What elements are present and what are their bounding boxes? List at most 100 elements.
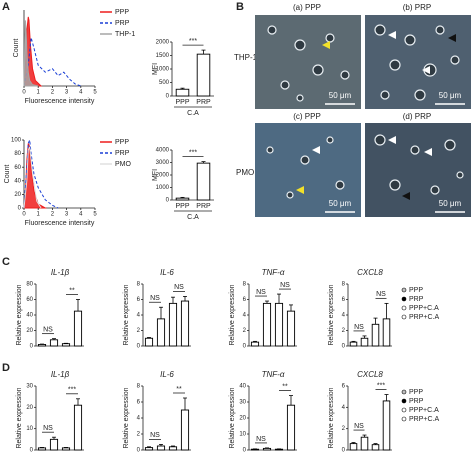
sig-label: NS <box>150 295 160 302</box>
y-tick-label: 8 <box>137 384 141 390</box>
bar <box>371 444 380 451</box>
x-axis-label: Fluorescence intensity <box>25 98 95 105</box>
y-tick-label: 20 <box>14 192 21 198</box>
x-tick-label: 5 <box>93 212 97 218</box>
x-tick-label: PRP <box>196 99 211 106</box>
y-tick-label: 2 <box>342 328 346 334</box>
y-axis-label: Relative expression <box>229 387 236 448</box>
bar <box>175 197 190 201</box>
y-tick-label: 0 <box>137 344 141 350</box>
sig-label: NS <box>256 436 266 443</box>
bar <box>180 409 190 451</box>
arrows <box>296 31 456 200</box>
y-axis-label: MFI <box>152 169 159 181</box>
bar <box>360 436 369 451</box>
bar <box>144 447 154 451</box>
x-tick-label: 0 <box>22 90 26 96</box>
bar <box>37 447 47 451</box>
y-tick-label: 2 <box>137 432 141 438</box>
y-tick-label: 0 <box>137 448 141 454</box>
scale-label: 50 μm <box>439 91 462 100</box>
bar <box>73 404 83 451</box>
y-tick-label: 80 <box>26 282 33 288</box>
x-tick-label: 1 <box>37 90 41 96</box>
y-tick-label: 2 <box>342 426 346 432</box>
y-tick-label: 500 <box>159 80 170 86</box>
y-tick-label: 2 <box>137 328 141 334</box>
x-tick-label: 3 <box>65 90 69 96</box>
x-tick-label: 5 <box>93 90 97 96</box>
sig-label: NS <box>256 289 266 296</box>
y-tick-label: 80 <box>14 151 21 157</box>
sig-label: *** <box>189 149 197 156</box>
y-axis-label: Relative expression <box>328 284 335 345</box>
sig-label: *** <box>377 382 385 389</box>
bar <box>168 302 178 347</box>
y-axis-label: MFI <box>152 63 159 75</box>
y-tick-label: 4 <box>243 313 247 319</box>
image-label: (b) PRP <box>403 3 431 12</box>
bar <box>49 438 59 451</box>
chart-title: CXCL8 <box>357 268 383 277</box>
y-tick-label: 0 <box>18 206 22 212</box>
y-tick-label: 2000 <box>156 40 170 46</box>
y-axis-label: Relative expression <box>16 284 23 345</box>
chart-title: IL-1β <box>51 268 70 277</box>
y-axis-label: Relative expression <box>229 284 236 345</box>
legend-label: PPP+C.A <box>409 305 439 312</box>
legend-label: PPP+C.A <box>409 407 439 414</box>
legend-marker <box>401 416 407 422</box>
y-tick-label: 10 <box>239 432 246 438</box>
row-label: PMO <box>236 168 254 177</box>
row-label: THP-1 <box>234 53 258 62</box>
y-tick-label: 4000 <box>156 148 170 154</box>
legend-label: PRP <box>409 398 424 405</box>
bar <box>382 400 391 451</box>
panel-label: B <box>236 1 244 13</box>
y-tick-label: 1000 <box>156 67 170 73</box>
bar <box>349 341 358 347</box>
sig-label: NS <box>354 423 364 430</box>
y-tick-label: 0 <box>243 448 247 454</box>
y-tick-label: 60 <box>26 297 33 303</box>
bar <box>37 344 47 347</box>
bar <box>262 302 272 347</box>
curve <box>23 37 81 87</box>
y-tick-label: 6 <box>137 400 141 406</box>
x-tick-label: PPP <box>175 99 189 106</box>
y-tick-label: 6 <box>342 297 346 303</box>
y-tick-label: 0 <box>342 344 346 350</box>
bar <box>382 318 391 347</box>
bar <box>250 341 260 347</box>
sig-label: ** <box>282 383 288 390</box>
x-tick-label: 3 <box>65 212 69 218</box>
image-label: (d) PRP <box>403 112 431 121</box>
legend-label: PRP <box>409 296 424 303</box>
legend-label: PPP <box>115 139 129 146</box>
bar <box>144 337 154 347</box>
y-tick-label: 0 <box>30 344 34 350</box>
y-tick-label: 0 <box>166 94 170 100</box>
bar <box>168 446 178 451</box>
microscopy: (a) PPP (b) PRP (c) PPP (d) PRP THP-1 PM… <box>234 3 471 217</box>
bar <box>180 300 190 347</box>
y-tick-label: 0 <box>243 344 247 350</box>
x-tick-label: 4 <box>79 90 83 96</box>
y-tick-label: 30 <box>26 384 33 390</box>
scale-label: 50 μm <box>439 199 462 208</box>
legend-label: THP-1 <box>115 31 135 38</box>
x-tick-label: 2 <box>51 90 55 96</box>
x-tick-label: 4 <box>79 212 83 218</box>
sig-label: ** <box>176 386 182 393</box>
bar <box>371 323 380 347</box>
sig-label: NS <box>43 326 53 333</box>
legend-marker <box>401 296 407 302</box>
y-tick-label: 20 <box>239 416 246 422</box>
y-tick-label: 20 <box>26 405 33 411</box>
y-axis-label: Relative expression <box>123 284 130 345</box>
y-tick-label: 2000 <box>156 173 170 179</box>
y-axis-label: Relative expression <box>123 387 130 448</box>
bar <box>274 302 284 347</box>
y-tick-label: 30 <box>239 400 246 406</box>
